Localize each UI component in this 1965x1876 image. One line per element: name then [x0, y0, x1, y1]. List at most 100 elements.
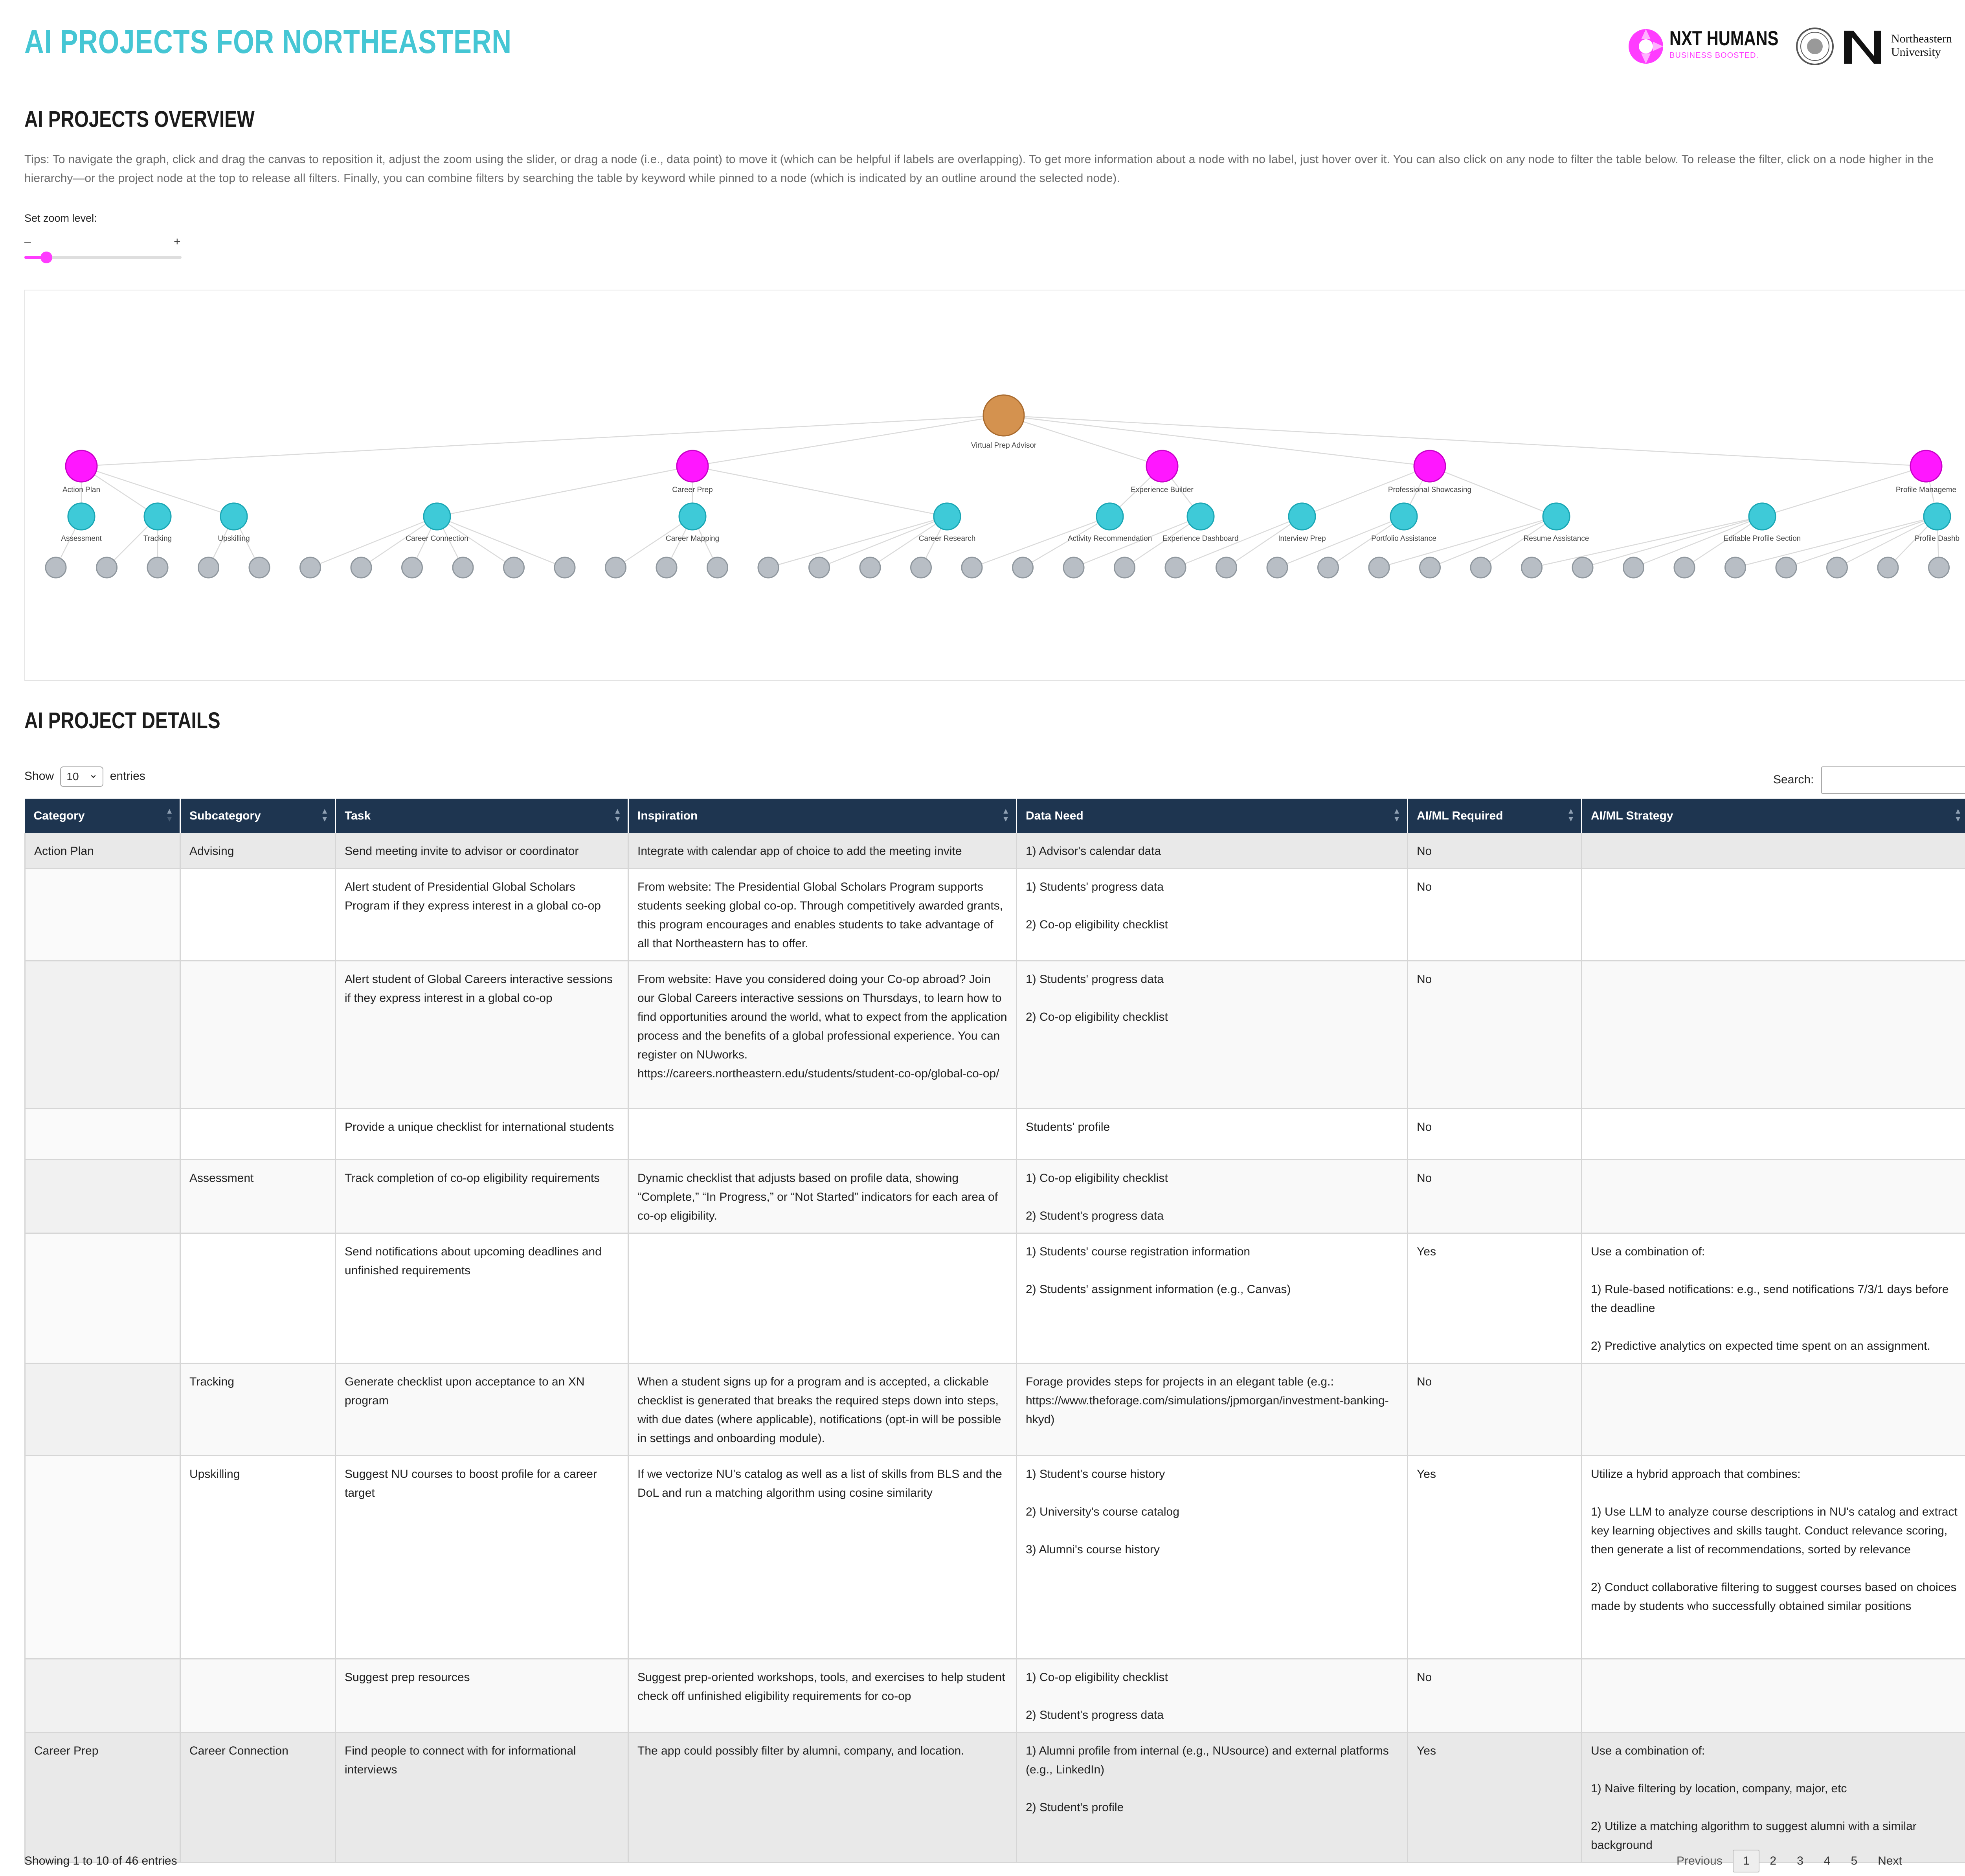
column-header-category[interactable]: Category ▲ ▼ — [25, 799, 181, 833]
graph-node-category[interactable] — [1910, 450, 1943, 483]
graph-node-subcategory[interactable] — [423, 502, 451, 531]
graph-node-root[interactable] — [982, 394, 1025, 437]
graph-node-task[interactable] — [605, 557, 626, 579]
table-cell-category — [24, 1233, 181, 1364]
graph-node-subcategory[interactable] — [1390, 502, 1418, 531]
graph-node-task[interactable] — [961, 557, 983, 579]
column-header-aiml-strategy[interactable]: AI/ML Strategy ▲ ▼ — [1581, 799, 1965, 833]
graph-node-category[interactable] — [676, 450, 709, 483]
table-row: Career Prep Career Connection Find people … — [24, 1732, 1965, 1863]
pager-page-4[interactable]: 4 — [1824, 1854, 1831, 1867]
column-header-aiml-required[interactable]: AI/ML Required ▲ ▼ — [1407, 799, 1582, 833]
graph-node-subcategory[interactable] — [220, 502, 248, 531]
graph-edge — [1226, 516, 1302, 568]
graph-node-subcategory[interactable] — [1748, 502, 1776, 531]
graph-canvas[interactable]: Assessment Tracking Upskilling Career Conne… — [24, 290, 1965, 681]
graph-node-category[interactable] — [1146, 450, 1179, 483]
graph-node-task[interactable] — [1775, 557, 1797, 579]
table-row: Send notifications about upcoming deadli… — [24, 1233, 1965, 1364]
search-label: Search: — [1773, 773, 1814, 786]
pager-page-5[interactable]: 5 — [1851, 1854, 1858, 1867]
graph-node-category[interactable] — [65, 450, 98, 483]
column-header-data-need[interactable]: Data Need ▲ ▼ — [1016, 799, 1408, 833]
tips-text: Tips: To navigate the graph, click and d… — [24, 153, 1934, 185]
graph-edge — [310, 516, 437, 568]
graph-node-task[interactable] — [299, 557, 321, 579]
graph-node-task[interactable] — [1673, 557, 1695, 579]
graph-edge — [81, 465, 234, 517]
graph-node-task[interactable] — [757, 557, 779, 579]
graph-node-subcategory[interactable] — [1186, 502, 1215, 531]
pager-next[interactable]: Next — [1878, 1854, 1902, 1867]
graph-node-task[interactable] — [1368, 557, 1390, 579]
graph-node-task[interactable] — [248, 557, 270, 579]
graph-node-task[interactable] — [503, 557, 525, 579]
graph-node-task[interactable] — [808, 557, 830, 579]
table-cell-strategy — [1581, 868, 1965, 961]
graph-node-task[interactable] — [1063, 557, 1085, 579]
graph-node-task[interactable] — [1419, 557, 1441, 579]
column-header-subcategory[interactable]: Subcategory ▲ ▼ — [180, 799, 336, 833]
pager-page-3[interactable]: 3 — [1797, 1854, 1803, 1867]
graph-node-task[interactable] — [859, 557, 881, 579]
pager-page-2[interactable]: 2 — [1770, 1854, 1777, 1867]
graph-node-category[interactable] — [1413, 450, 1446, 483]
sort-icon: ▲ ▼ — [321, 807, 329, 823]
graph-node-subcategory[interactable] — [933, 502, 961, 531]
table-cell-inspiration — [628, 1233, 1017, 1364]
search-input[interactable] — [1821, 766, 1965, 794]
column-header-inspiration[interactable]: Inspiration ▲ ▼ — [628, 799, 1017, 833]
graph-node-task[interactable] — [45, 557, 67, 579]
graph-node-task[interactable] — [147, 557, 169, 579]
graph-node-task[interactable] — [1470, 557, 1492, 579]
graph-node-task[interactable] — [1928, 557, 1950, 579]
table-cell-category: Career Prep — [24, 1732, 181, 1863]
column-header-task[interactable]: Task ▲ ▼ — [335, 799, 629, 833]
graph-node-task[interactable] — [1164, 557, 1186, 579]
table-cell-required: Yes — [1407, 1732, 1582, 1863]
table-cell-subcategory — [180, 1659, 336, 1733]
graph-node-task[interactable] — [656, 557, 678, 579]
table-cell-task: Send notifications about upcoming deadli… — [335, 1233, 629, 1364]
pager-previous[interactable]: Previous — [1677, 1854, 1723, 1867]
graph-node-task[interactable] — [1724, 557, 1746, 579]
graph-node-task[interactable] — [1826, 557, 1848, 579]
graph-node-task[interactable] — [1012, 557, 1034, 579]
graph-node-subcategory[interactable] — [678, 502, 707, 531]
table-cell-category — [24, 1455, 181, 1659]
graph-node-subcategory[interactable] — [1923, 502, 1951, 531]
graph-node-task[interactable] — [1877, 557, 1899, 579]
pager-page-1[interactable]: 1 — [1732, 1850, 1760, 1872]
zoom-slider-thumb[interactable] — [40, 252, 52, 263]
graph-node-task[interactable] — [910, 557, 932, 579]
graph-node-task[interactable] — [401, 557, 423, 579]
graph-node-task[interactable] — [350, 557, 372, 579]
graph-node-task[interactable] — [554, 557, 576, 579]
graph-node-subcategory[interactable] — [1288, 502, 1316, 531]
graph-node-subcategory[interactable] — [143, 502, 172, 531]
graph-node-subcategory[interactable] — [67, 502, 95, 531]
graph-node-task[interactable] — [1266, 557, 1288, 579]
graph-node-task[interactable] — [1572, 557, 1594, 579]
graph-node-task[interactable] — [198, 557, 219, 579]
entries-select[interactable]: 10 — [60, 765, 104, 787]
zoom-slider-track[interactable] — [24, 256, 182, 259]
graph-node-task[interactable] — [1114, 557, 1135, 579]
graph-node-task[interactable] — [1623, 557, 1644, 579]
graph-node-task[interactable] — [1317, 557, 1339, 579]
graph-node-task[interactable] — [96, 557, 118, 579]
table-row: Suggest prep resources Suggest prep-orien… — [24, 1659, 1965, 1733]
graph-node-task[interactable] — [452, 557, 474, 579]
table-cell-category — [24, 961, 181, 1109]
table-cell-task: Alert student of Global Careers interact… — [335, 961, 629, 1109]
graph-node-task[interactable] — [1521, 557, 1543, 579]
graph-node-subcategory[interactable] — [1096, 502, 1124, 531]
graph-node-subcategory[interactable] — [1542, 502, 1570, 531]
graph-node-task[interactable] — [1216, 557, 1237, 579]
hierarchy-graph[interactable]: Assessment Tracking Upskilling Career Conne… — [25, 290, 1965, 682]
table-cell-strategy: Use a combination of: 1) Rule-based noti… — [1581, 1233, 1965, 1364]
table-cell-required: No — [1407, 833, 1582, 869]
graph-label-category: Career Prep — [672, 486, 713, 494]
table-header-row: Category ▲ ▼ Subcategory ▲ ▼ Task ▲ ▼ Inspirat… — [25, 799, 1965, 833]
graph-node-task[interactable] — [707, 557, 728, 579]
